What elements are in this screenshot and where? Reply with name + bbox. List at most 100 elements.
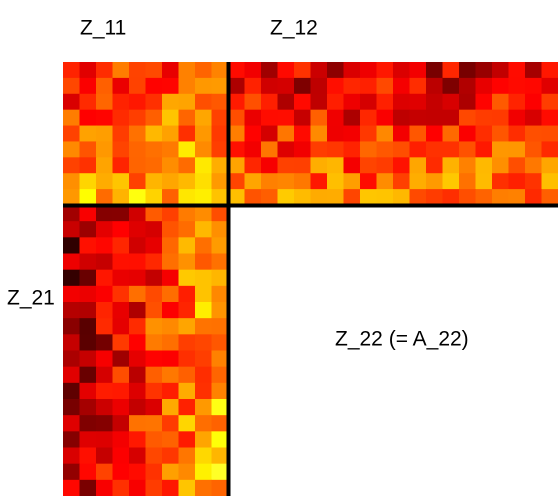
cell (508, 157, 526, 174)
cell (178, 141, 196, 158)
cell (261, 77, 278, 95)
cell (442, 62, 460, 79)
cell (129, 366, 146, 384)
cell (426, 157, 443, 174)
cell (261, 189, 278, 206)
cell (112, 399, 130, 416)
cell (129, 221, 146, 238)
cell (195, 109, 212, 127)
cell (195, 221, 212, 238)
cell (459, 93, 476, 111)
cell (79, 269, 97, 287)
cell (393, 77, 410, 95)
cell (459, 62, 476, 79)
cell (178, 447, 196, 465)
cell (442, 77, 460, 95)
cell (195, 141, 212, 158)
cell (79, 285, 97, 303)
cell (492, 93, 509, 111)
cell (492, 173, 509, 190)
cell (211, 77, 229, 95)
cell (195, 350, 212, 368)
cell (277, 173, 295, 190)
cell (228, 173, 245, 190)
cell (211, 157, 229, 174)
cell (145, 221, 163, 238)
cell (112, 318, 130, 335)
cell (195, 62, 212, 79)
cell (195, 269, 212, 287)
cell (112, 382, 130, 400)
cell (63, 415, 80, 432)
cell (360, 93, 377, 111)
cell (96, 125, 113, 142)
block-label: Z_21 (7, 287, 55, 310)
cell (393, 157, 410, 174)
cell (442, 189, 460, 206)
cell (79, 77, 97, 95)
cell (277, 125, 295, 142)
cell (442, 173, 460, 190)
cell (541, 77, 558, 95)
cell (129, 382, 146, 400)
cell (178, 463, 196, 481)
cell (112, 253, 130, 271)
cell (129, 205, 146, 222)
cell (112, 269, 130, 287)
cell (211, 237, 229, 254)
cell (211, 109, 229, 127)
cell (310, 189, 328, 206)
cell (228, 141, 245, 158)
cell (129, 125, 146, 142)
cell (426, 173, 443, 190)
cell (228, 189, 245, 206)
cell (360, 125, 377, 142)
cell (244, 189, 262, 206)
cell (162, 189, 179, 206)
cell (63, 157, 80, 174)
cell (541, 125, 558, 142)
cell (195, 334, 212, 351)
cell (63, 125, 80, 142)
cell (508, 109, 526, 127)
cell (63, 479, 80, 496)
cell (261, 109, 278, 127)
cell (492, 189, 509, 206)
cell (162, 399, 179, 416)
cell (63, 399, 80, 416)
cell (294, 109, 311, 127)
cell (525, 77, 542, 95)
cell (541, 141, 558, 158)
cell (162, 382, 179, 400)
cell (228, 109, 245, 127)
cell (195, 157, 212, 174)
cell (79, 382, 97, 400)
cell (112, 205, 130, 222)
cell (376, 189, 394, 206)
cell (79, 479, 97, 496)
cell (409, 109, 427, 127)
cell (162, 415, 179, 432)
cell (63, 141, 80, 158)
cell (112, 350, 130, 368)
cell (162, 463, 179, 481)
cell (409, 173, 427, 190)
cell (96, 350, 113, 368)
cell (195, 318, 212, 335)
cell (244, 109, 262, 127)
cell (409, 93, 427, 111)
cell (228, 77, 245, 95)
cell (211, 173, 229, 190)
cell (178, 189, 196, 206)
cell (310, 157, 328, 174)
cell (211, 415, 229, 432)
cell (129, 399, 146, 416)
cell (525, 141, 542, 158)
cell (228, 125, 245, 142)
cell (129, 157, 146, 174)
cell (426, 125, 443, 142)
cell (277, 62, 295, 79)
cell (96, 173, 113, 190)
cell (310, 125, 328, 142)
